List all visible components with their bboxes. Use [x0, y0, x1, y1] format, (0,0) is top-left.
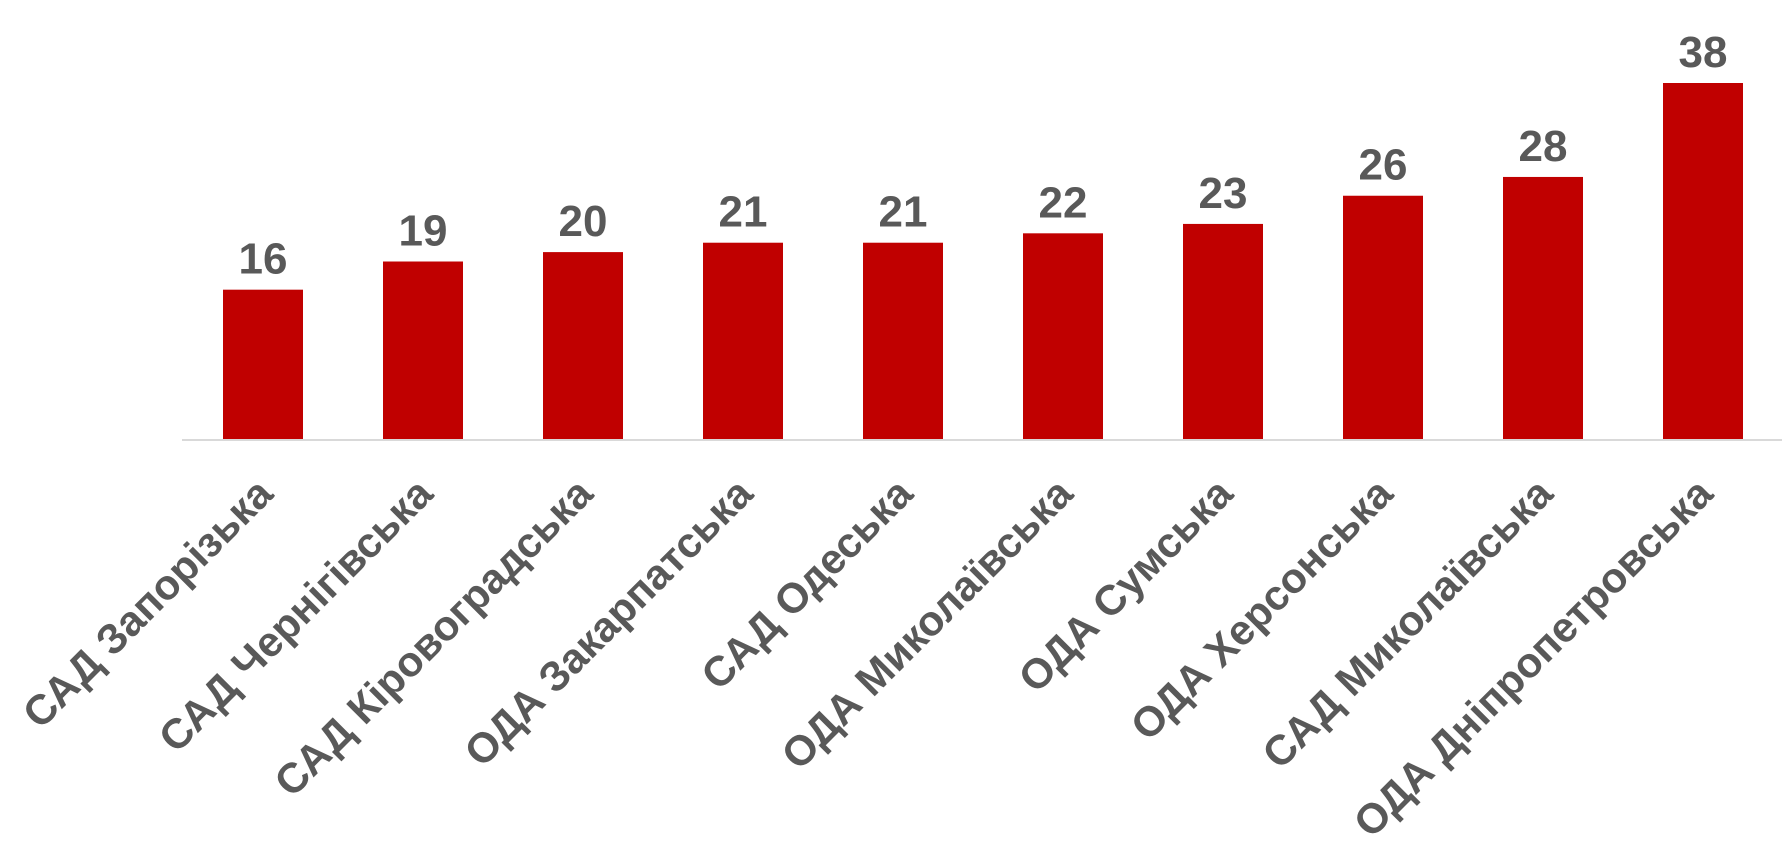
data-label: 22 [1039, 178, 1088, 227]
value-labels-group: 16 19 20 21 21 22 23 26 28 38 [239, 28, 1728, 284]
category-label: ОДА Херсонська [1121, 469, 1401, 749]
bar [1023, 233, 1103, 440]
bar [1343, 195, 1423, 440]
bar [703, 242, 783, 440]
bar [223, 289, 303, 440]
category-label: САД Кіровоградська [265, 469, 602, 806]
data-label: 20 [559, 197, 608, 246]
data-label: 21 [719, 188, 768, 237]
data-label: 23 [1199, 169, 1248, 218]
bar [383, 261, 463, 440]
bar [1503, 176, 1583, 440]
bar [1183, 223, 1263, 440]
data-label: 16 [239, 235, 288, 284]
bar [863, 242, 943, 440]
category-label: ОДА Закарпатська [455, 469, 762, 776]
data-label: 38 [1679, 28, 1728, 77]
data-label: 26 [1359, 141, 1408, 190]
bars-group [223, 83, 1743, 440]
category-label: ОДА Миколаївська [772, 469, 1082, 779]
data-label: 19 [399, 207, 448, 256]
category-label: САД Чернігівська [149, 469, 441, 761]
data-label: 21 [879, 188, 928, 237]
data-label: 28 [1519, 122, 1568, 171]
bar [543, 252, 623, 440]
category-label: САД Миколаївська [1253, 469, 1562, 778]
bar [1663, 83, 1743, 440]
